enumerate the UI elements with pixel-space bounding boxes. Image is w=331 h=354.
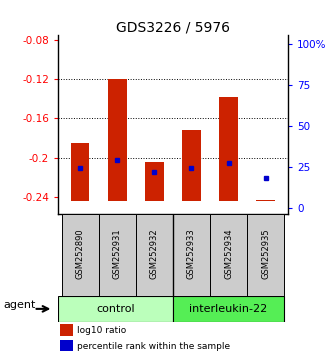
Text: GSM252934: GSM252934 xyxy=(224,228,233,279)
Bar xyxy=(247,214,284,296)
Title: GDS3226 / 5976: GDS3226 / 5976 xyxy=(116,20,230,34)
Bar xyxy=(219,97,238,201)
Bar xyxy=(108,79,126,201)
Text: GSM252932: GSM252932 xyxy=(150,228,159,279)
Bar xyxy=(182,130,201,201)
Bar xyxy=(257,200,275,201)
Bar xyxy=(62,214,99,296)
Text: GSM252933: GSM252933 xyxy=(187,228,196,279)
Text: percentile rank within the sample: percentile rank within the sample xyxy=(77,342,231,350)
Text: log10 ratio: log10 ratio xyxy=(77,326,127,335)
Bar xyxy=(173,214,210,296)
Text: GSM252935: GSM252935 xyxy=(261,228,270,279)
Bar xyxy=(99,214,136,296)
Bar xyxy=(71,143,89,201)
Text: agent: agent xyxy=(3,300,35,310)
Bar xyxy=(136,214,173,296)
Text: GSM252890: GSM252890 xyxy=(76,228,85,279)
Bar xyxy=(145,162,164,201)
Text: control: control xyxy=(96,304,135,314)
Bar xyxy=(210,214,247,296)
Text: GSM252931: GSM252931 xyxy=(113,228,122,279)
Bar xyxy=(173,296,284,322)
Bar xyxy=(58,296,173,322)
Text: interleukin-22: interleukin-22 xyxy=(189,304,268,314)
Bar xyxy=(60,340,73,352)
Bar xyxy=(60,324,73,336)
